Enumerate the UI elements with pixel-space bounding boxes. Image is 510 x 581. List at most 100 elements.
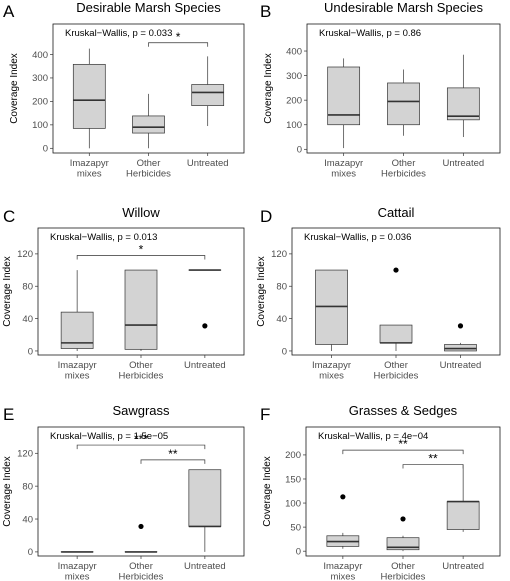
x-tick-label: Imazapyr [324, 158, 363, 169]
panel-title: Sawgrass [112, 403, 170, 418]
panel-letter: E [3, 405, 14, 424]
box [124, 269, 158, 350]
panel-title: Willow [122, 205, 160, 220]
box [387, 82, 420, 126]
y-tick-label: 0 [28, 346, 33, 357]
y-axis-label: Coverage Index [9, 53, 20, 124]
box [132, 115, 165, 134]
y-tick-label: 40 [22, 314, 33, 325]
y-tick-label: 100 [286, 120, 302, 131]
significance-label: *** [134, 432, 148, 446]
y-axis-label: Coverage Index [2, 256, 13, 327]
significance-bracket [402, 464, 464, 469]
box [188, 469, 222, 527]
box [315, 269, 348, 345]
y-tick-label: 80 [22, 282, 33, 293]
x-tick-label: Imazapyr [312, 360, 351, 371]
stat-text: Kruskal−Wallis, p = 0.033 [65, 28, 172, 39]
box-group [327, 58, 361, 149]
x-tick-label: mixes [331, 169, 356, 180]
panel-a: A Desirable Marsh Species Kruskal−Wallis, … [3, 0, 245, 180]
box-group [315, 269, 348, 351]
significance-bracket [148, 42, 209, 47]
x-tick-label: Other [392, 158, 416, 169]
y-tick-label: 0 [282, 346, 287, 357]
y-tick-label: 400 [32, 50, 48, 61]
x-tick-label: Untreated [187, 158, 229, 169]
box-group [387, 69, 420, 136]
box [72, 63, 106, 129]
y-axis-label: Coverage Index [2, 456, 13, 527]
y-tick-label: 400 [286, 46, 302, 57]
box-group [444, 323, 477, 352]
x-tick-label: Other [129, 360, 153, 371]
x-tick-label: Herbicides [381, 169, 426, 180]
x-tick-label: Other [129, 561, 153, 572]
x-tick-label: Other [384, 360, 408, 371]
box [446, 87, 480, 121]
y-tick-label: 0 [297, 145, 302, 156]
significance-label: * [139, 243, 144, 257]
x-tick-label: Imazapyr [58, 360, 97, 371]
outlier-point [202, 323, 208, 329]
box [444, 344, 477, 352]
outlier-point [400, 516, 406, 522]
x-tick-label: Herbicides [126, 169, 171, 180]
significance-bracket [76, 444, 206, 450]
box-group [124, 523, 158, 553]
significance-bracket [140, 459, 206, 464]
box-group [446, 54, 480, 138]
significance-bracket [76, 255, 206, 260]
panel-title: Desirable Marsh Species [76, 0, 221, 15]
significance-label: ** [428, 452, 438, 466]
x-tick-label: Herbicides [381, 572, 426, 581]
box-group [446, 464, 480, 532]
panel-letter: D [260, 207, 272, 226]
x-tick-label: Untreated [184, 360, 226, 371]
y-tick-label: 150 [285, 474, 301, 485]
panel-letter: A [3, 2, 15, 21]
box-group [188, 469, 222, 552]
box-group [124, 269, 158, 351]
stat-text: Kruskal−Wallis, p = 4e−04 [318, 431, 428, 442]
panel-letter: B [260, 2, 271, 21]
y-tick-label: 0 [28, 547, 33, 558]
panel-title: Cattail [378, 205, 415, 220]
outlier-point [340, 494, 346, 500]
box-group [60, 270, 94, 351]
panel-letter: F [260, 405, 270, 424]
panel-title: Undesirable Marsh Species [324, 0, 483, 15]
outlier-point [457, 323, 464, 329]
outlier-point [138, 523, 144, 530]
x-tick-label: mixes [65, 572, 90, 581]
x-tick-label: Herbicides [374, 371, 419, 382]
significance-label: ** [168, 447, 178, 461]
panel-b: B Undesirable Marsh Species Kruskal−Wallis… [260, 0, 501, 180]
panel-title: Grasses & Sedges [349, 403, 458, 418]
box [191, 84, 225, 106]
significance-bracket [342, 449, 464, 455]
y-tick-label: 40 [276, 314, 287, 325]
significance-label: * [176, 30, 181, 44]
x-tick-label: Untreated [442, 158, 484, 169]
y-axis-label: Coverage Index [263, 53, 274, 124]
x-tick-label: Imazapyr [58, 561, 97, 572]
box-group [188, 269, 222, 329]
y-tick-label: 0 [296, 546, 301, 557]
y-tick-label: 120 [271, 249, 287, 260]
y-tick-label: 120 [17, 249, 33, 260]
x-tick-label: Other [137, 158, 161, 169]
plot-area [305, 426, 501, 557]
y-tick-label: 300 [32, 73, 48, 84]
y-tick-label: 200 [285, 450, 301, 461]
x-tick-label: mixes [65, 371, 90, 382]
panel-letter: C [3, 207, 15, 226]
stat-text: Kruskal−Wallis, p = 0.86 [319, 28, 421, 39]
y-axis-label: Coverage Index [262, 456, 273, 527]
y-axis-label: Coverage Index [256, 256, 267, 327]
y-tick-label: 200 [32, 97, 48, 108]
x-tick-label: mixes [330, 572, 355, 581]
y-tick-label: 120 [17, 449, 33, 460]
x-tick-label: Herbicides [119, 572, 164, 581]
x-tick-label: Imazapyr [70, 158, 109, 169]
